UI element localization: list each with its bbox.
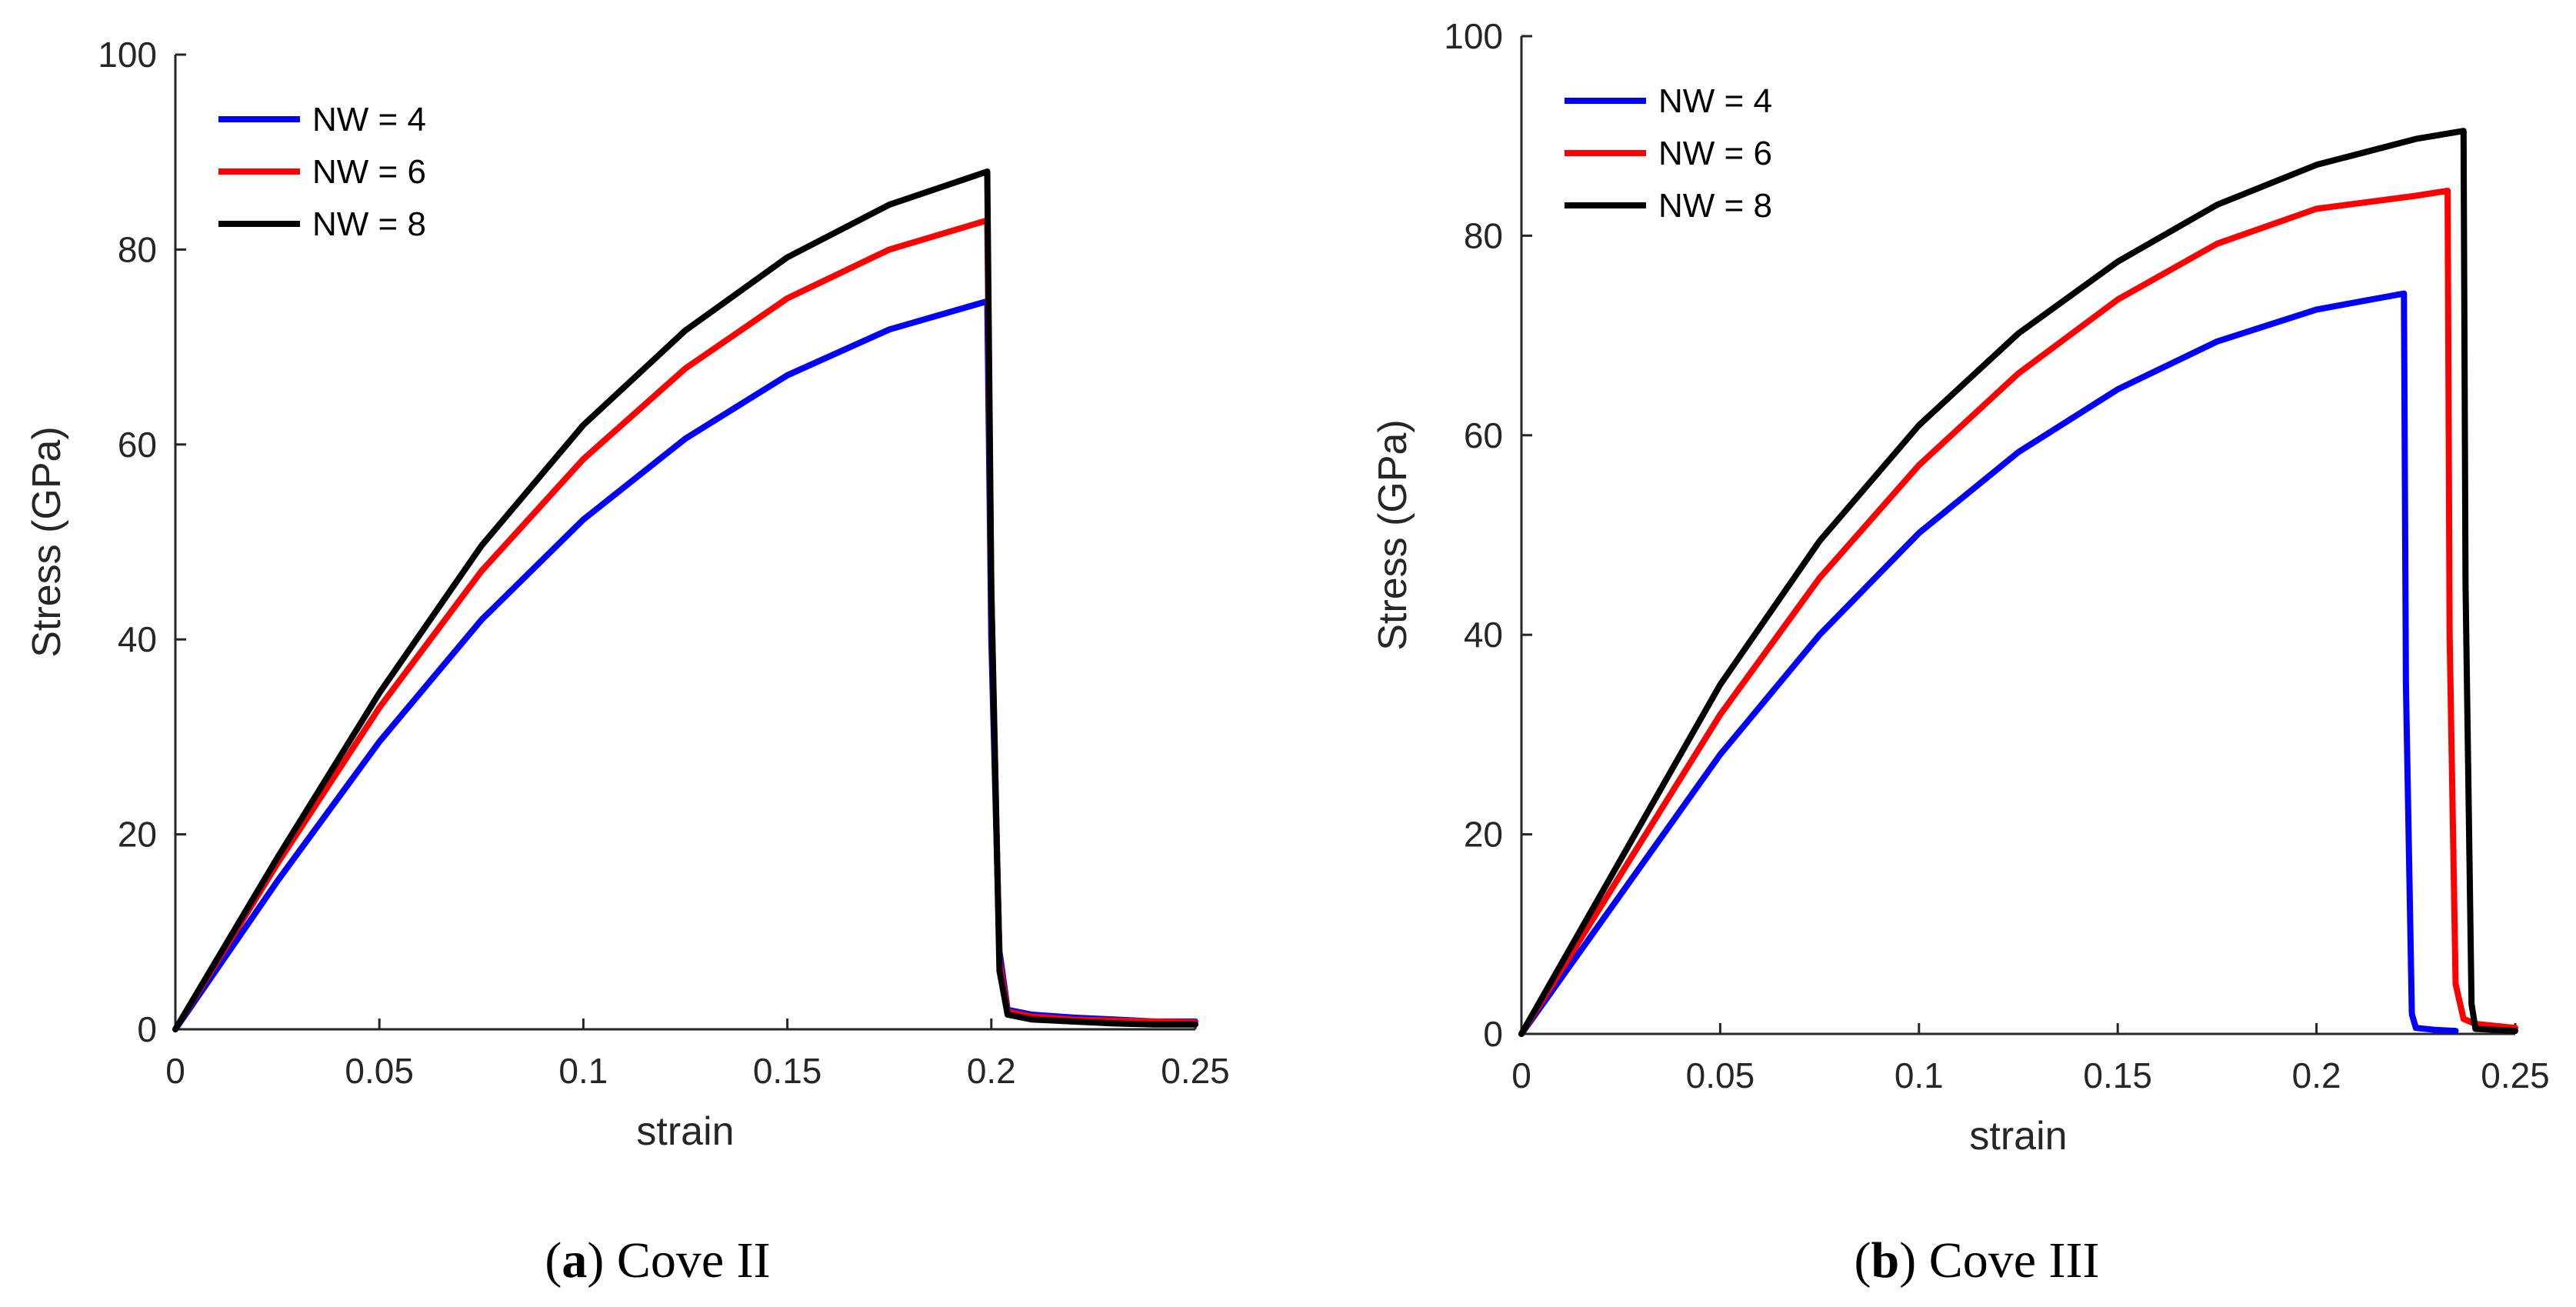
panel-caption-text-b: Cove III xyxy=(1929,1232,2100,1289)
y-tick-label-b: 100 xyxy=(1444,16,1503,56)
x-tick-label-b: 0.15 xyxy=(2083,1055,2152,1095)
legend-a: NW = 4 NW = 6 NW = 8 xyxy=(218,101,426,243)
y-tick-label-b: 20 xyxy=(1464,815,1503,855)
y-tick-label-b: 40 xyxy=(1464,615,1503,655)
x-tick-label-a: 0.1 xyxy=(558,1051,608,1091)
series-line-nw-8 xyxy=(1518,128,2518,1037)
panel-caption-a: (a) Cove II xyxy=(545,1232,770,1289)
x-tick-label-b: 0 xyxy=(1511,1055,1531,1095)
y-axis-label-b: Stress (GPa) xyxy=(1371,419,1415,651)
chart-panel-a: NW = 4 NW = 6 NW = 8 0 0.05 0.1 0.15 0.2… xyxy=(25,35,1230,1289)
series-line-nw-4 xyxy=(1518,290,2459,1037)
x-tick-label-a: 0.25 xyxy=(1161,1051,1230,1091)
series-line-nw-6 xyxy=(1518,188,2518,1037)
x-axis-label-b: strain xyxy=(1969,1114,2067,1159)
panel-caption-letter-a: a xyxy=(562,1232,587,1289)
legend-label-nw8-a: NW = 8 xyxy=(312,205,426,243)
chart-panel-b: NW = 4 NW = 6 NW = 8 0 0.05 0.1 0.15 0.2… xyxy=(1371,16,2550,1289)
legend-label-nw4-b: NW = 4 xyxy=(1658,82,1772,120)
x-tick-label-b: 0.2 xyxy=(2292,1055,2341,1095)
x-axis-label-a: strain xyxy=(636,1109,734,1154)
x-tick-label-b: 0.1 xyxy=(1895,1055,1944,1095)
legend-label-nw6-a: NW = 6 xyxy=(312,153,426,191)
y-tick-label-a: 20 xyxy=(118,815,157,855)
y-axis-label-a: Stress (GPa) xyxy=(25,426,69,658)
panel-caption-b: (b) Cove III xyxy=(1855,1232,2100,1289)
y-tick-label-a: 0 xyxy=(137,1009,157,1049)
x-tick-label-b: 0.25 xyxy=(2481,1055,2550,1095)
x-tick-label-a: 0 xyxy=(165,1051,185,1091)
plot-area-a xyxy=(172,53,1198,1032)
y-tick-label-b: 60 xyxy=(1464,415,1503,455)
x-tick-label-a: 0.05 xyxy=(345,1051,414,1091)
x-tick-label-b: 0.05 xyxy=(1686,1055,1755,1095)
y-tick-label-a: 100 xyxy=(98,35,157,75)
x-tick-label-a: 0.15 xyxy=(753,1051,822,1091)
panel-caption-text-a: Cove II xyxy=(617,1232,771,1289)
legend-label-nw8-b: NW = 8 xyxy=(1658,187,1772,225)
y-tick-label-a: 80 xyxy=(118,229,157,269)
legend-label-nw4-a: NW = 4 xyxy=(312,101,426,138)
plot-area-b xyxy=(1518,35,2518,1037)
y-tick-label-b: 80 xyxy=(1464,215,1503,255)
series-line-nw-8 xyxy=(172,168,1198,1032)
y-tick-label-b: 0 xyxy=(1483,1014,1503,1054)
x-tick-label-a: 0.2 xyxy=(967,1051,1016,1091)
panel-caption-letter-b: b xyxy=(1871,1232,1900,1289)
y-tick-label-a: 40 xyxy=(118,619,157,659)
legend-label-nw6-b: NW = 6 xyxy=(1658,135,1772,172)
legend-b: NW = 4 NW = 6 NW = 8 xyxy=(1565,82,1772,225)
y-tick-label-a: 60 xyxy=(118,425,157,465)
